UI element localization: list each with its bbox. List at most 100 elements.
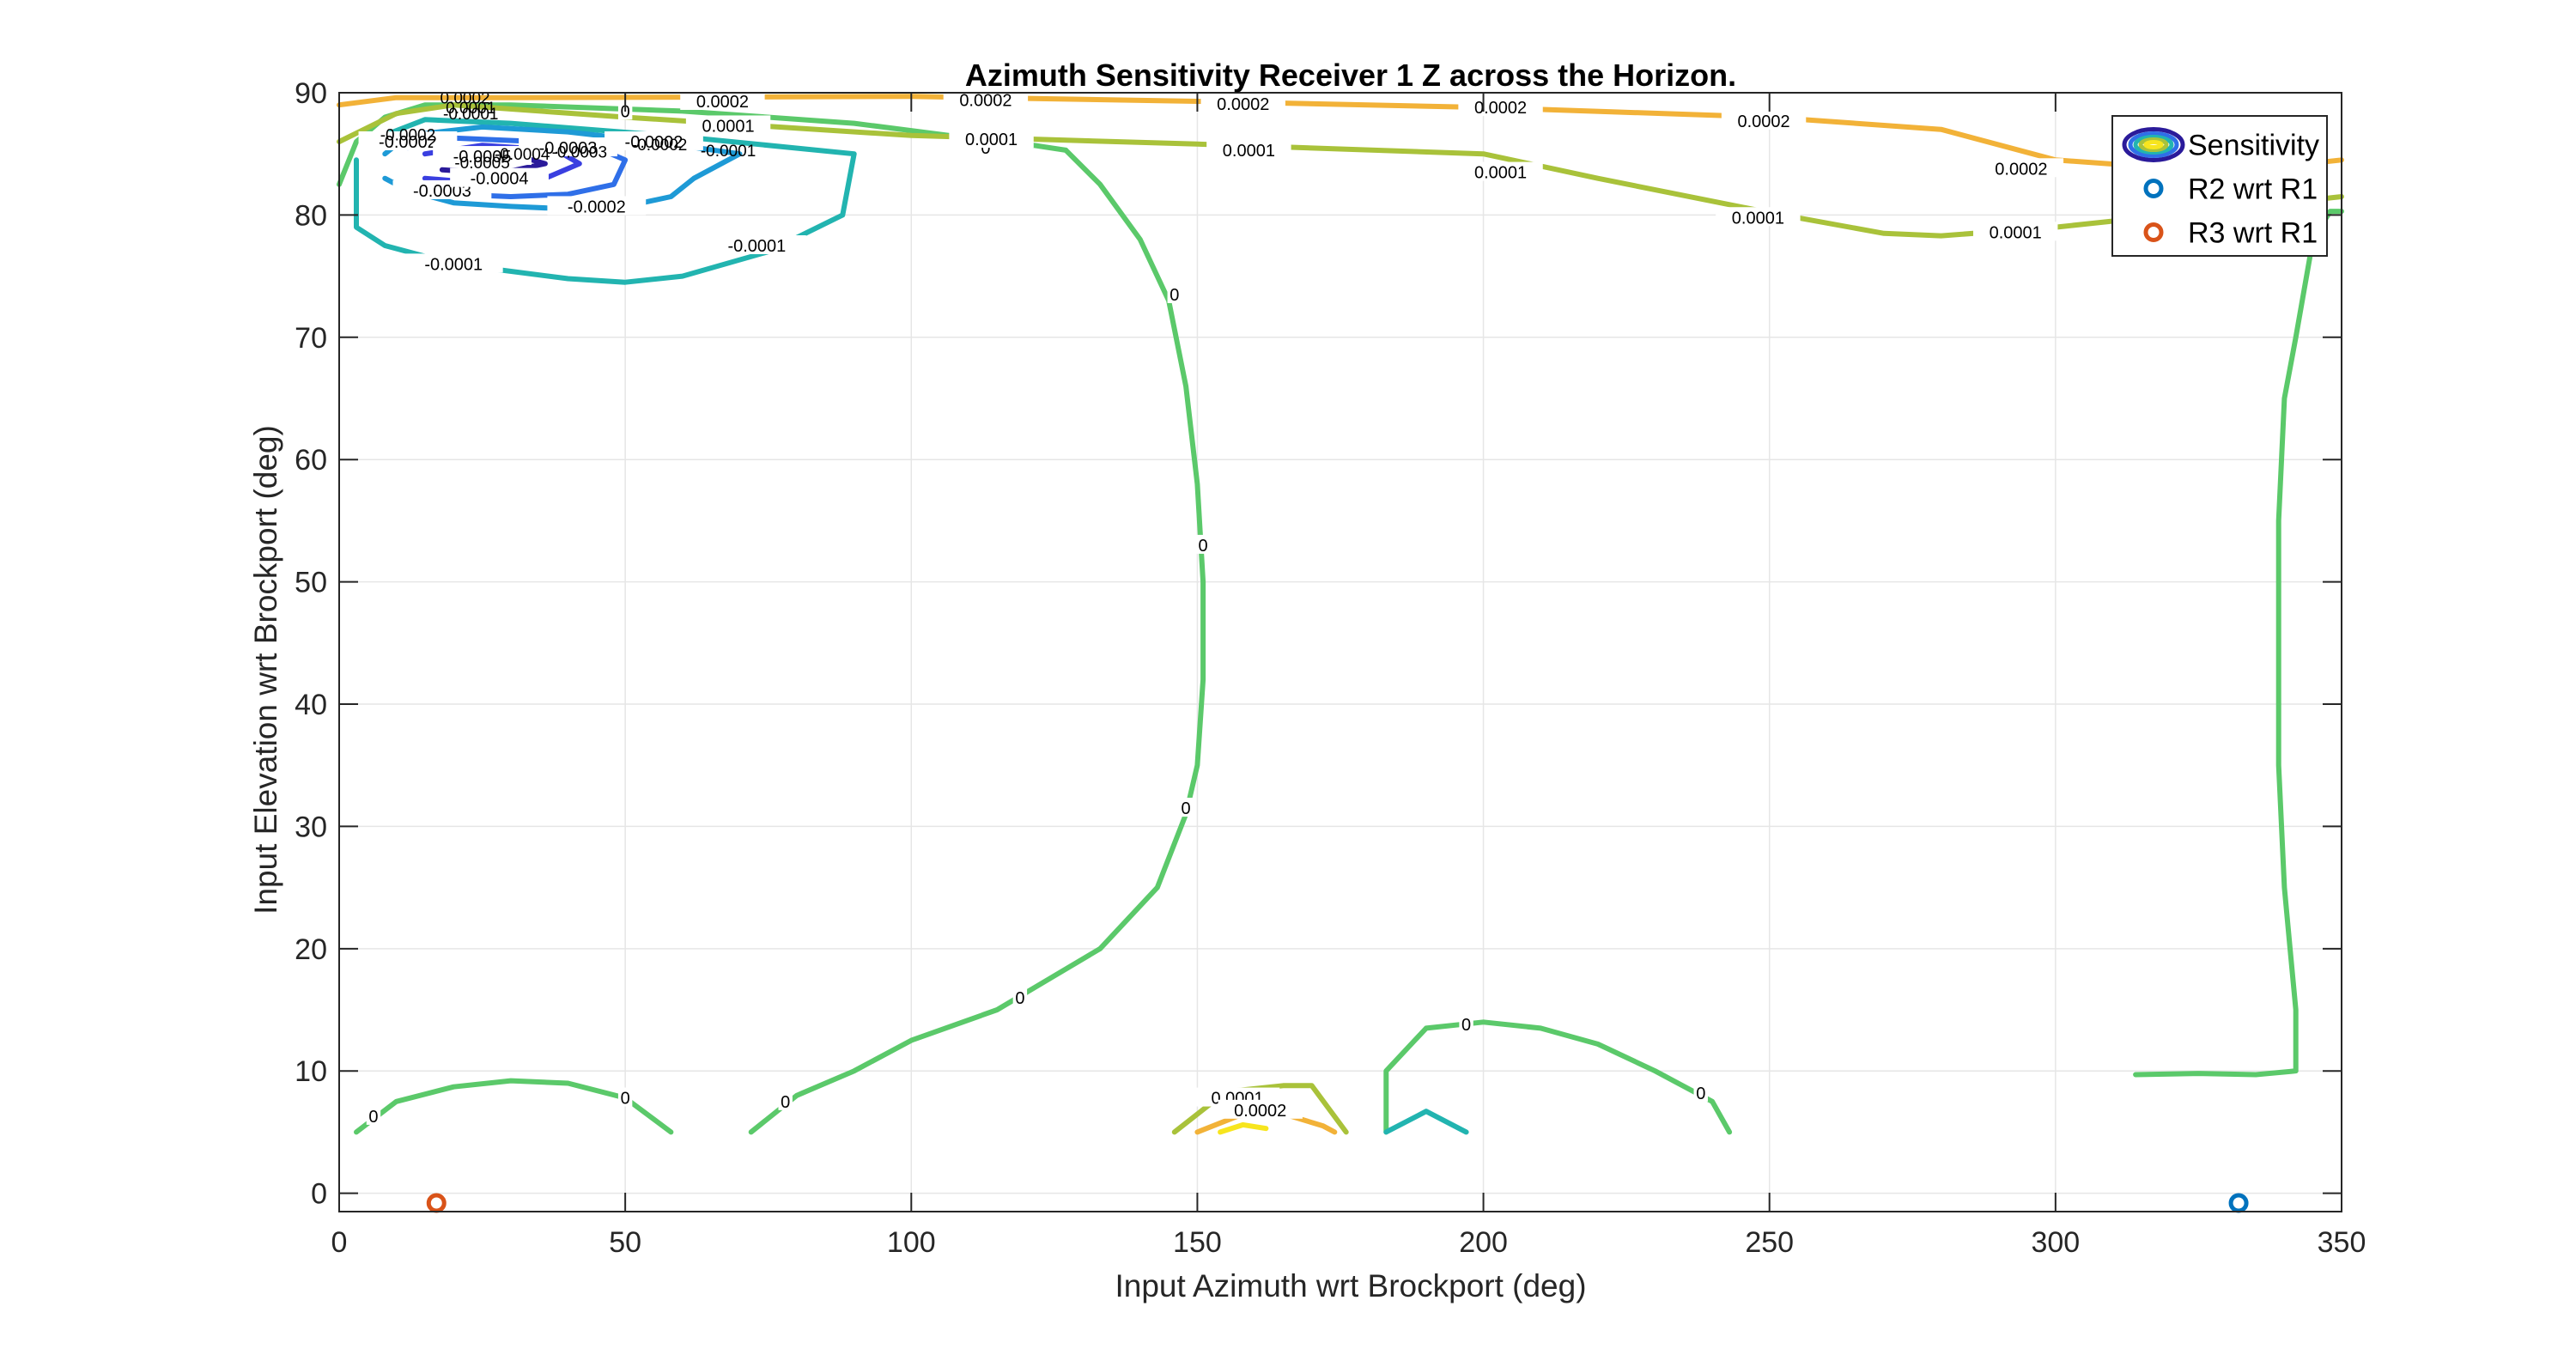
contour-label-bg xyxy=(1167,283,1182,303)
contour-label-bg xyxy=(605,131,703,150)
legend: Sensitivity R2 wrt R1 R3 wrt R1 xyxy=(2111,115,2328,257)
contour-label-bg xyxy=(366,1105,381,1125)
contour-label: 0 xyxy=(1461,1016,1471,1035)
contour-label: 0.0002 xyxy=(1474,99,1527,118)
contour-label: -0.0004 xyxy=(495,146,550,164)
contour-label: -0.0002 xyxy=(625,133,683,152)
x-tick-label: 250 xyxy=(1745,1226,1794,1259)
contour-label: 0 xyxy=(781,1093,790,1112)
contour-label: -0.0002 xyxy=(379,133,437,152)
legend-contour-icon xyxy=(2138,137,2169,152)
contour-label-bg xyxy=(617,1087,633,1107)
legend-contour-icon xyxy=(2128,131,2179,158)
y-tick-label: 80 xyxy=(295,199,327,232)
legend-contour-icon xyxy=(2122,127,2185,162)
contour-label: 0 xyxy=(621,1090,630,1109)
contour-label: 0.0001 xyxy=(1474,164,1527,183)
axes-box xyxy=(338,92,2342,1212)
contour-label: 0.0001 xyxy=(1223,142,1275,161)
contour-label: -0.0003 xyxy=(539,139,598,158)
contour-label: 0.0002 xyxy=(959,92,1012,111)
x-tick-label: 100 xyxy=(887,1226,936,1259)
contour-label: 0 xyxy=(1170,286,1179,305)
contour-label: -0.0002 xyxy=(568,197,626,216)
contour-label: 0.0001 xyxy=(1990,223,2042,242)
contour-label-bg xyxy=(1206,139,1291,159)
contour-label: 0.0001 xyxy=(1732,209,1784,228)
contour-label: 0 xyxy=(1696,1085,1705,1103)
contour-line xyxy=(354,117,857,285)
contour-label: 0 xyxy=(621,102,630,121)
y-tick-label: 70 xyxy=(295,322,327,355)
y-tick-label: 50 xyxy=(295,567,327,599)
contour-label: 0.0002 xyxy=(1234,1102,1286,1121)
contour-label-bg xyxy=(1716,207,1801,227)
contour-label: -0.0001 xyxy=(443,106,498,124)
contour-label-bg xyxy=(433,146,532,166)
y-tick-label: 40 xyxy=(295,689,327,721)
contour-label-bg xyxy=(1012,987,1028,1006)
contour-label-bg xyxy=(1721,110,1807,130)
x-tick-label: 300 xyxy=(2031,1226,2080,1259)
y-axis-label: Input Elevation wrt Brockport (deg) xyxy=(248,425,283,914)
contour-label: -0.0002 xyxy=(632,137,687,155)
x-tick-label: 200 xyxy=(1459,1226,1508,1259)
contour-label: 0.0001 xyxy=(446,100,495,118)
contour-label-bg xyxy=(404,253,503,273)
contour-label: -0.0001 xyxy=(424,255,483,274)
x-tick-label: 150 xyxy=(1173,1226,1222,1259)
contour-label-bg xyxy=(943,89,1029,109)
contour-line xyxy=(2133,209,2344,1078)
contour-line xyxy=(1383,1019,1733,1135)
y-tick-label: 90 xyxy=(295,77,327,110)
y-tick-label: 10 xyxy=(295,1055,327,1088)
axes: 0 50 100 150 200 250 300 350 0 10 20 30 40 50 60 70 80 90 xyxy=(295,77,2366,1259)
contour-label: -0.0005 xyxy=(454,155,509,173)
contour-label: 0 xyxy=(1199,537,1208,556)
contour-label-bg xyxy=(519,137,617,157)
legend-label: R3 wrt R1 xyxy=(2188,217,2318,250)
contour-label: 0 xyxy=(981,139,990,158)
contour-line xyxy=(748,147,1206,1135)
contour-label: -0.0002 xyxy=(380,126,435,144)
contour-label: 0.0002 xyxy=(696,93,749,112)
contour-label-bg xyxy=(1218,1099,1303,1119)
contour-label-bg xyxy=(1195,534,1211,554)
contour-label: 0.0002 xyxy=(440,90,490,108)
legend-contour-icon xyxy=(2133,135,2174,155)
contour-label: 0.0002 xyxy=(1737,112,1789,131)
contour-label: 0.0001 xyxy=(965,131,1018,149)
contour-label-bg xyxy=(1200,93,1285,112)
contour-label: 0 xyxy=(1182,799,1191,818)
contour-label-bg xyxy=(778,1091,793,1110)
y-tick-label: 20 xyxy=(295,933,327,966)
contour-label: -0.0001 xyxy=(701,143,756,161)
contour-label-bg xyxy=(685,115,771,135)
contour-label-bg xyxy=(547,196,647,216)
x-tick-label: 0 xyxy=(331,1226,348,1259)
contour-label: 0 xyxy=(368,1108,378,1127)
contour-label: 0 xyxy=(1015,989,1024,1008)
legend-label: R2 wrt R1 xyxy=(2188,173,2318,206)
contour-label-bg xyxy=(1693,1082,1708,1102)
contour-label: 0.0002 xyxy=(1995,160,2047,179)
contour-label: -0.0005 xyxy=(453,148,512,167)
contour-labels: 00000000000-0.0001-0.0001-0.0002-0.0002-… xyxy=(358,89,2064,1127)
contour-label-bg xyxy=(680,90,765,110)
x-tick-label: 50 xyxy=(609,1226,641,1259)
contour-label: -0.0003 xyxy=(552,143,607,161)
x-axis-label: Input Azimuth wrt Brockport (deg) xyxy=(1115,1268,1586,1303)
contour-label: 0.0001 xyxy=(702,117,754,136)
contour-label-bg xyxy=(1458,161,1543,181)
chart-title: Azimuth Sensitivity Receiver 1 Z across … xyxy=(965,58,1736,93)
y-tick-label: 30 xyxy=(295,811,327,843)
contour-label-bg xyxy=(358,131,458,150)
contour-line xyxy=(382,124,743,212)
contour-label: -0.0004 xyxy=(471,170,529,189)
y-tick-label: 60 xyxy=(295,444,327,477)
plot-area xyxy=(339,93,2342,1212)
contour-label-bg xyxy=(1178,798,1194,817)
legend-contour-icon xyxy=(2143,140,2164,149)
